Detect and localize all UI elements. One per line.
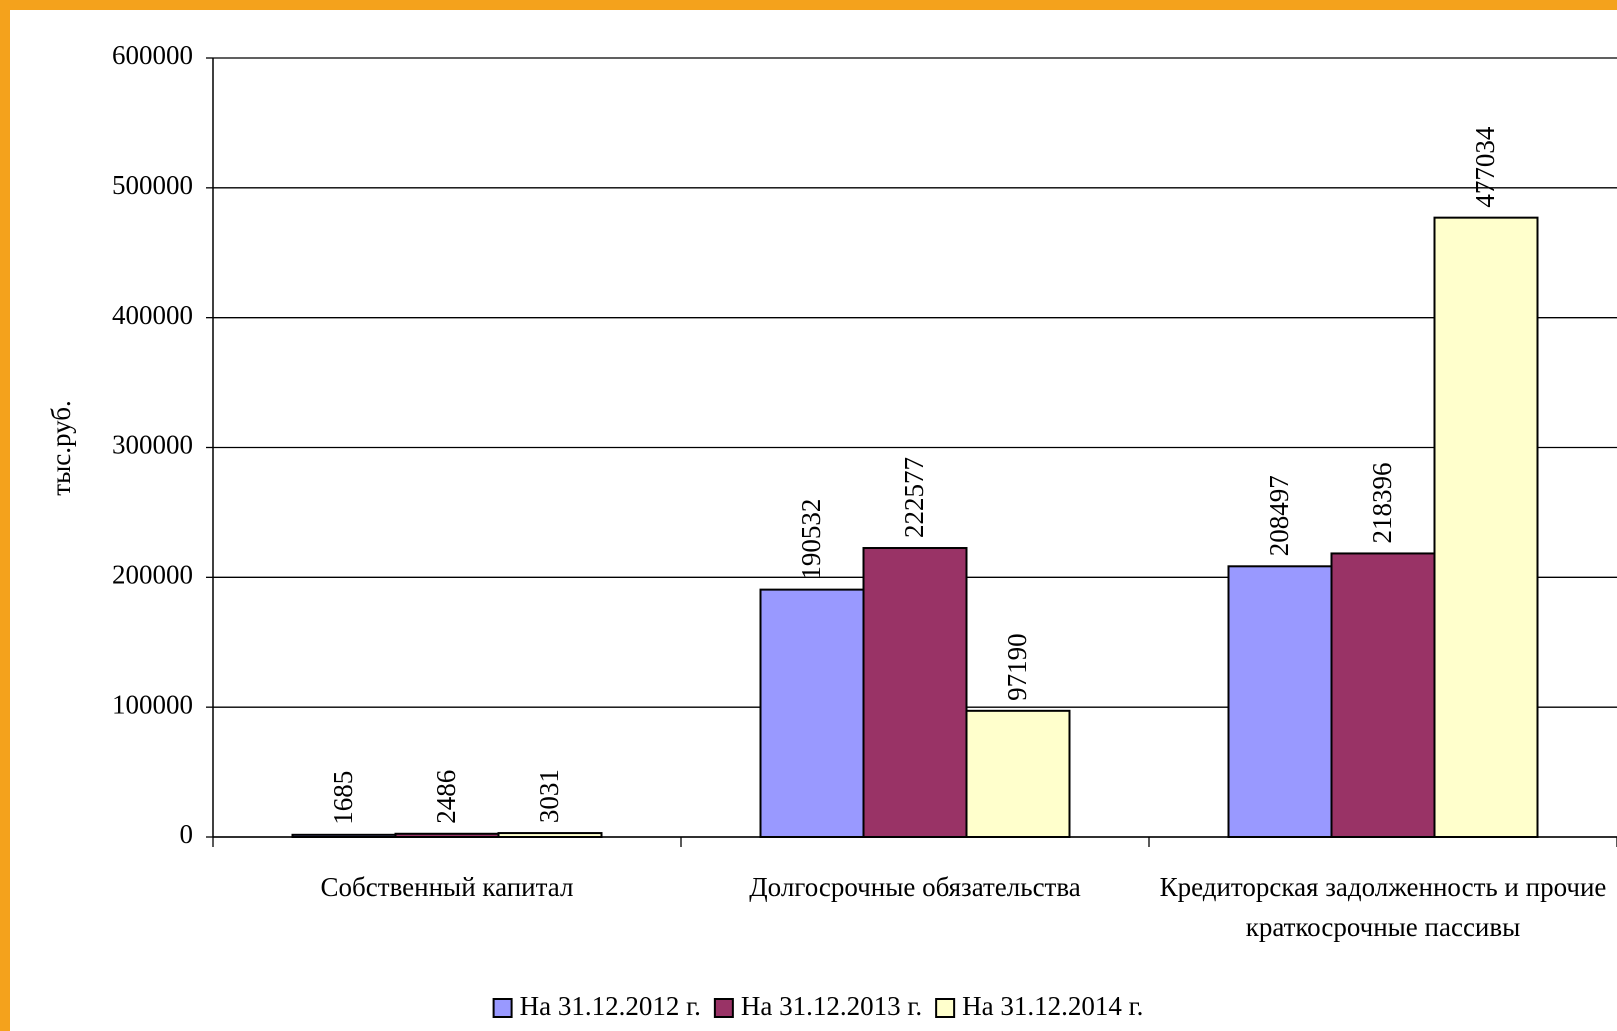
bar [965,709,1071,839]
data-label: 2486 [431,770,461,824]
data-label: 477034 [1470,126,1500,208]
y-tick-label: 300000 [112,430,193,460]
bar [1330,552,1436,839]
y-tick-label: 100000 [112,689,193,719]
y-tick-label: 600000 [112,40,193,70]
bar [1433,216,1539,838]
data-label: 97190 [1002,633,1032,701]
bar [497,832,603,839]
y-tick-label: 500000 [112,170,193,200]
data-label: 218396 [1367,462,1397,543]
data-label: 190532 [796,499,826,580]
legend-label: На 31.12.2012 г. [520,991,701,1021]
legend-label: На 31.12.2013 г. [741,991,922,1021]
bar [1227,565,1333,838]
y-axis-label: тыс.руб. [46,400,76,495]
bar [759,588,865,839]
legend-swatch [935,998,956,1018]
y-tick-label: 400000 [112,300,193,330]
legend-swatch [492,998,513,1018]
legend-swatch [713,998,734,1018]
bar [291,833,397,839]
bar [394,832,500,838]
y-tick-label: 200000 [112,560,193,590]
legend-label: На 31.12.2014 г. [962,991,1143,1021]
data-label: 222577 [899,457,929,538]
frame [10,10,1617,1031]
x-tick-label: Кредиторская задолженность и прочие крат… [1159,872,1607,942]
data-label: 1685 [328,771,358,825]
bar [862,547,968,838]
x-tick-label: Собственный капитал [320,872,574,902]
x-tick-label: Долгосрочные обязательства [749,872,1081,902]
y-tick-label: 0 [180,819,194,849]
data-label: 208497 [1264,475,1294,556]
data-label: 3031 [534,769,564,823]
